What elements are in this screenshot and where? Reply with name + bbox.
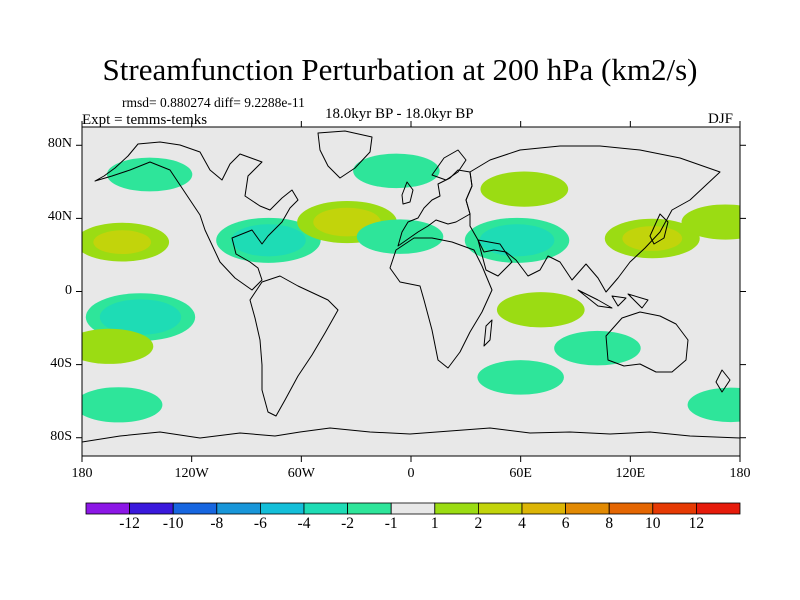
contour-level — [477, 360, 564, 395]
y-tick-label: 80N — [47, 136, 72, 152]
contour-level — [93, 230, 152, 255]
colorbar — [85, 502, 741, 515]
contour-level — [353, 153, 440, 189]
colorbar-label: -12 — [119, 515, 140, 532]
coastline-greenland — [317, 130, 373, 179]
anomaly-southern-pacific — [82, 387, 163, 423]
colorbar-label: 8 — [605, 515, 614, 532]
anomaly-north-america-east — [216, 217, 321, 263]
colorbar-label: -6 — [253, 515, 267, 532]
x-tick-label: 60W — [287, 466, 315, 481]
anomaly-indian-ocean — [496, 292, 585, 328]
anomaly-eurasia-north — [480, 171, 569, 207]
y-tick-label: 40S — [50, 355, 72, 371]
contour-level — [480, 171, 569, 207]
coastline-japan — [649, 213, 669, 245]
x-tick-label: 60E — [509, 466, 532, 481]
anomaly-south-pacific-west — [82, 328, 154, 364]
anomaly-middle-east — [464, 217, 570, 263]
contour-level — [82, 387, 163, 423]
contour-level — [99, 299, 182, 335]
colorbar-label: -10 — [162, 515, 184, 532]
colorbar-box — [216, 502, 261, 515]
y-tick-label: 40N — [47, 209, 72, 225]
contour-level — [479, 224, 555, 257]
contour-level — [622, 226, 683, 251]
coastline-asia — [465, 145, 721, 293]
colorbar-label: 6 — [561, 515, 570, 532]
contour-level — [681, 204, 740, 240]
contour-level — [231, 224, 306, 257]
coastline-south-america — [249, 275, 339, 417]
colorbar-box — [652, 502, 697, 515]
colorbar-box — [259, 502, 305, 515]
anomaly-east-asia-jet — [604, 218, 700, 259]
contour-level — [496, 292, 585, 328]
chart-title: Streamfunction Perturbation at 200 hPa (… — [102, 52, 698, 87]
coastline-britain — [401, 181, 414, 205]
contour-level — [106, 157, 193, 192]
x-tick-label: 180 — [71, 466, 93, 481]
contour-level — [554, 330, 641, 366]
anomaly-australia-west — [554, 330, 641, 366]
coastline-australia — [605, 311, 689, 373]
coastline-madagascar — [483, 319, 493, 347]
colorbar-box — [521, 502, 566, 515]
period-label: 18.0kyr BP - 18.0kyr BP — [325, 106, 474, 122]
colorbar-label: -2 — [341, 515, 355, 532]
colorbar-box — [434, 502, 479, 515]
coastline-scandinavia — [431, 149, 467, 181]
colorbar-label: -4 — [297, 515, 311, 532]
colorbar-box — [172, 502, 218, 515]
x-tick-label: 0 — [407, 466, 415, 481]
colorbar-box — [696, 502, 741, 515]
x-tick-label: 120E — [615, 466, 646, 481]
coastline-antarctica — [82, 427, 740, 443]
experiment-label: Expt = temms-temks — [82, 112, 208, 128]
y-tick-label: 0 — [65, 282, 72, 298]
colorbar-label: 2 — [474, 515, 483, 532]
y-tick-label: 80S — [50, 428, 72, 444]
coastline-north-america — [94, 141, 299, 291]
anomaly-southern-indian — [477, 360, 564, 395]
anomaly-southern-ocean-east — [687, 387, 740, 423]
colorbar-label: -8 — [210, 515, 224, 532]
colorbar-box — [347, 502, 392, 515]
colorbar-label: 1 — [430, 515, 439, 532]
colorbar-label: 10 — [645, 515, 661, 532]
anomaly-layer — [82, 153, 740, 423]
contour-level — [356, 219, 444, 254]
colorbar-box — [608, 502, 654, 515]
coastline-africa — [389, 237, 493, 369]
colorbar-label: 4 — [518, 515, 526, 532]
coastline-indonesia — [577, 289, 649, 309]
colorbar-box — [129, 502, 174, 515]
x-tick-label: 120W — [174, 466, 209, 481]
coastline-europe — [397, 169, 473, 247]
colorbar-label: -1 — [384, 515, 398, 532]
anomaly-north-atlantic-high — [353, 153, 440, 189]
coastline-new-zealand — [715, 369, 731, 393]
coastline-layer — [82, 130, 740, 443]
season-label: DJF — [708, 111, 734, 127]
axis-ticks — [76, 121, 746, 462]
anomaly-north-atlantic-east — [356, 219, 444, 254]
x-tick-label: 180 — [729, 466, 751, 481]
anomaly-north-pacific-west — [106, 157, 193, 192]
anomaly-far-east-pacific — [681, 204, 740, 240]
colorbar-label: 12 — [688, 515, 705, 532]
colorbar-box — [390, 502, 436, 515]
colorbar-box — [477, 502, 523, 515]
rmsd-diff-label: rmsd= 0.880274 diff= 9.2288e-11 — [122, 95, 305, 110]
colorbar-box — [303, 502, 348, 515]
colorbar-box — [565, 502, 610, 515]
coastline-arabia — [477, 239, 513, 277]
contour-level — [687, 387, 740, 423]
anomaly-central-pacific-north — [82, 222, 170, 262]
colorbar-box — [85, 502, 130, 515]
contour-level — [82, 328, 154, 364]
